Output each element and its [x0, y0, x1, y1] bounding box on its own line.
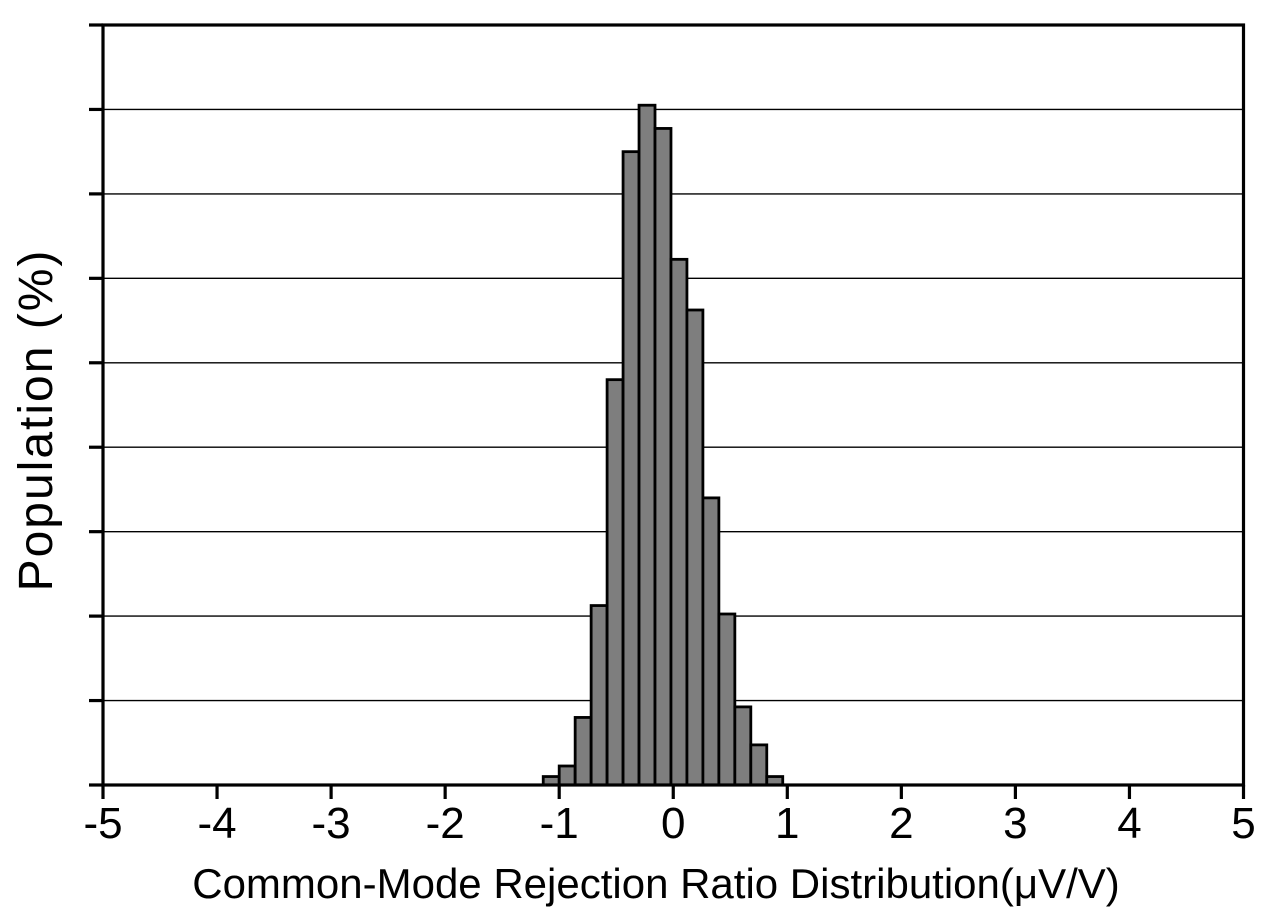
histogram-bar	[669, 257, 689, 787]
x-tick-label: -1	[540, 799, 579, 848]
x-tick-label: 2	[889, 799, 913, 848]
x-tick-label: -3	[312, 799, 351, 848]
x-tick-label: -2	[426, 799, 465, 848]
x-tick-label: 4	[1117, 799, 1141, 848]
x-tick-labels: -5 -4 -3 -2 -1 0 1 2 3 4 5	[83, 799, 1255, 848]
histogram-bar	[701, 496, 721, 787]
histogram-bar	[749, 743, 769, 787]
histogram-bars	[541, 103, 785, 787]
histogram-bar	[653, 127, 673, 787]
histogram-bar	[589, 604, 609, 787]
histogram-bar	[573, 716, 593, 787]
histogram-bar	[557, 764, 577, 787]
x-axis-title: Common-Mode Rejection Ratio Distribution…	[192, 860, 1120, 907]
x-tick-label: 5	[1231, 799, 1255, 848]
y-axis-title: Population (%)	[10, 249, 63, 592]
x-axis-ticks	[101, 785, 1246, 799]
histogram-bar	[637, 103, 657, 787]
x-tick-label: -4	[197, 799, 236, 848]
histogram-bar	[605, 378, 625, 787]
x-tick-label: 3	[1003, 799, 1027, 848]
histogram-bar	[685, 308, 705, 787]
x-tick-label: -5	[83, 799, 122, 848]
x-tick-label: 1	[775, 799, 799, 848]
y-axis-ticks	[89, 23, 103, 787]
histogram-bar	[717, 612, 737, 787]
histogram-bar	[621, 150, 641, 787]
histogram-bar	[733, 705, 753, 787]
x-tick-label: 0	[661, 799, 685, 848]
